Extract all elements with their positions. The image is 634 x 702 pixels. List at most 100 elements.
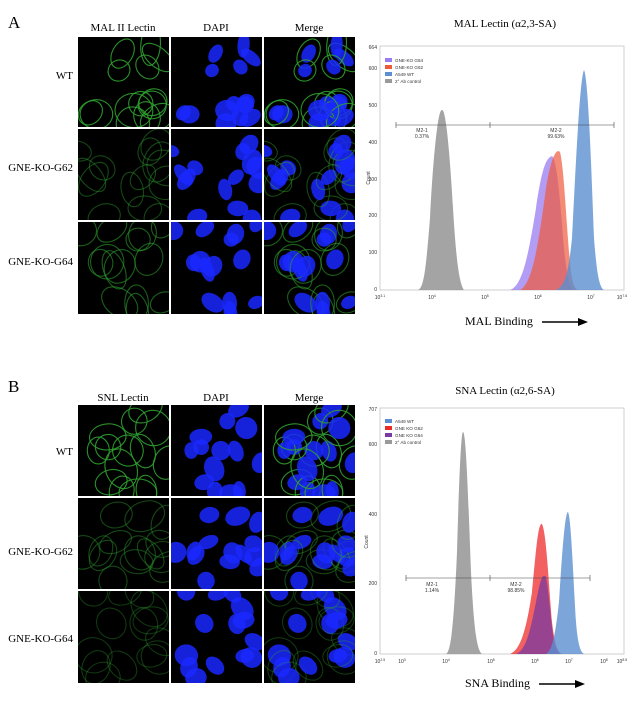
histogram-g64 [516,575,562,654]
row-label-wt: WT [55,70,73,82]
arrow-right-icon [539,677,586,692]
y-axis-label: Count [364,535,370,549]
micrograph-dapi-tile [171,129,262,220]
x-tick: 107 [565,658,573,665]
binding-label-text: MAL Binding [465,314,533,328]
micrograph-merge-tile [264,222,355,314]
column-label-merge: Merge [294,392,324,404]
x-tick: 106 [534,294,542,301]
micrograph-merge-tile [264,498,355,589]
gate-m2-1-value: 0.37% [415,134,430,140]
x-tick: 105 [481,294,489,301]
micrograph-merge-tile [264,405,355,496]
x-tick: 108.5 [617,658,627,665]
y-tick: 200 [369,213,378,219]
gate-m2-2-name: M2-2 [510,582,522,588]
column-label-dapi: DAPI [203,392,229,404]
micrograph-dapi-tile [171,37,262,127]
gate-m2-1-name: M2-1 [416,128,428,134]
x-ticks: 103.1 104 105 106 107 107.6 [375,294,627,301]
micrograph-dapi-tile [171,222,262,314]
micrograph-dapi-tile [171,591,262,683]
flow-histogram-b: Count 0 200 400 600 707 102.5 103 104 10… [360,402,632,677]
legend-entry: 2° Ab control [395,440,421,445]
row-label-g62: GNE-KO-G62 [8,546,73,558]
legend: A549 WT GNE KO G62 GNE KO G64 2° Ab cont… [385,419,423,445]
y-tick: 664 [369,45,378,51]
y-tick: 400 [369,140,378,146]
legend-entry: A549 WT [395,72,414,77]
y-tick: 400 [369,512,378,518]
x-tick: 108 [600,658,608,665]
micrograph-lectin-tile [78,222,169,314]
micrograph-merge-tile [264,129,355,220]
row-label-g64: GNE-KO-G64 [8,256,73,268]
x-tick: 104 [428,294,436,301]
y-ticks: 0 200 400 600 707 [369,407,378,657]
micrograph-lectin-tile [78,129,169,220]
legend-entry: GNE KO G64 [395,433,423,438]
y-tick: 500 [369,103,378,109]
x-tick: 103.1 [375,294,385,301]
column-label-dapi: DAPI [203,22,229,34]
column-label-merge: Merge [294,22,324,34]
y-tick: 100 [369,250,378,256]
legend-entry: GNE-KO G64 [395,58,424,63]
flow-title-b: SNA Lectin (α2,6-SA) [455,385,555,397]
row-label-g62: GNE-KO-G62 [8,162,73,174]
arrow-right-icon [541,315,588,330]
binding-label-text: SNA Binding [465,676,531,690]
micrograph-merge-tile [264,591,355,683]
x-tick: 102.5 [375,658,385,665]
flow-title-a: MAL Lectin (α2,3-SA) [453,18,557,30]
x-tick: 104 [442,658,450,665]
micrograph-merge-tile [264,37,355,127]
y-tick: 300 [369,177,378,183]
row-label-wt: WT [55,446,73,458]
micrograph-lectin-tile [78,498,169,589]
y-tick: 200 [369,581,378,587]
y-tick: 600 [369,442,378,448]
panel-letter-b: B [8,377,20,396]
histogram-wt [556,70,604,290]
column-label-lectin: MAL II Lectin [90,22,156,34]
gate-m2-2-value: 98.85% [508,588,526,594]
histogram-control [418,109,464,291]
y-tick: 0 [374,287,377,293]
y-tick: 707 [369,407,378,413]
legend-entry: A549 WT [395,419,414,424]
histogram-wt [546,512,584,654]
row-label-g64: GNE-KO-G64 [8,633,73,645]
binding-label-a: MAL Binding [465,314,588,330]
micrograph-dapi-tile [171,498,262,589]
y-tick: 0 [374,651,377,657]
micrograph-lectin-tile [78,591,169,683]
gate-m2-1-name: M2-1 [426,582,438,588]
histogram-g62 [520,151,578,290]
x-tick: 107.6 [617,294,627,301]
x-tick: 105 [487,658,495,665]
x-tick: 106 [531,658,539,665]
column-label-lectin: SNL Lectin [97,392,149,404]
x-tick: 103 [398,658,406,665]
micrograph-dapi-tile [171,405,262,496]
x-ticks: 102.5 103 104 105 106 107 108 108.5 [375,658,627,665]
legend-entry: 2° Ab control [395,79,421,84]
gate-m2-2-value: 99.63% [548,134,566,140]
legend-entry: GNE KO G62 [395,426,423,431]
y-tick: 600 [369,66,378,72]
histogram-control [446,432,482,654]
legend-entry: GNE-KO G62 [395,65,424,70]
binding-label-b: SNA Binding [465,676,586,692]
panel-letter-a: A [8,13,21,32]
flow-histogram-a: Count 0 100 200 300 400 500 600 664 103.… [360,38,632,315]
y-ticks: 0 100 200 300 400 500 600 664 [369,45,378,293]
gate-m2-1-value: 1.14% [425,588,440,594]
micrograph-lectin-tile [78,37,169,127]
micrograph-lectin-tile [78,405,169,496]
plot-area [379,407,625,655]
gate-m2-2-name: M2-2 [550,128,562,134]
legend: GNE-KO G64 GNE-KO G62 A549 WT 2° Ab cont… [385,58,424,84]
y-axis-label: Count [366,171,372,185]
x-tick: 107 [587,294,595,301]
